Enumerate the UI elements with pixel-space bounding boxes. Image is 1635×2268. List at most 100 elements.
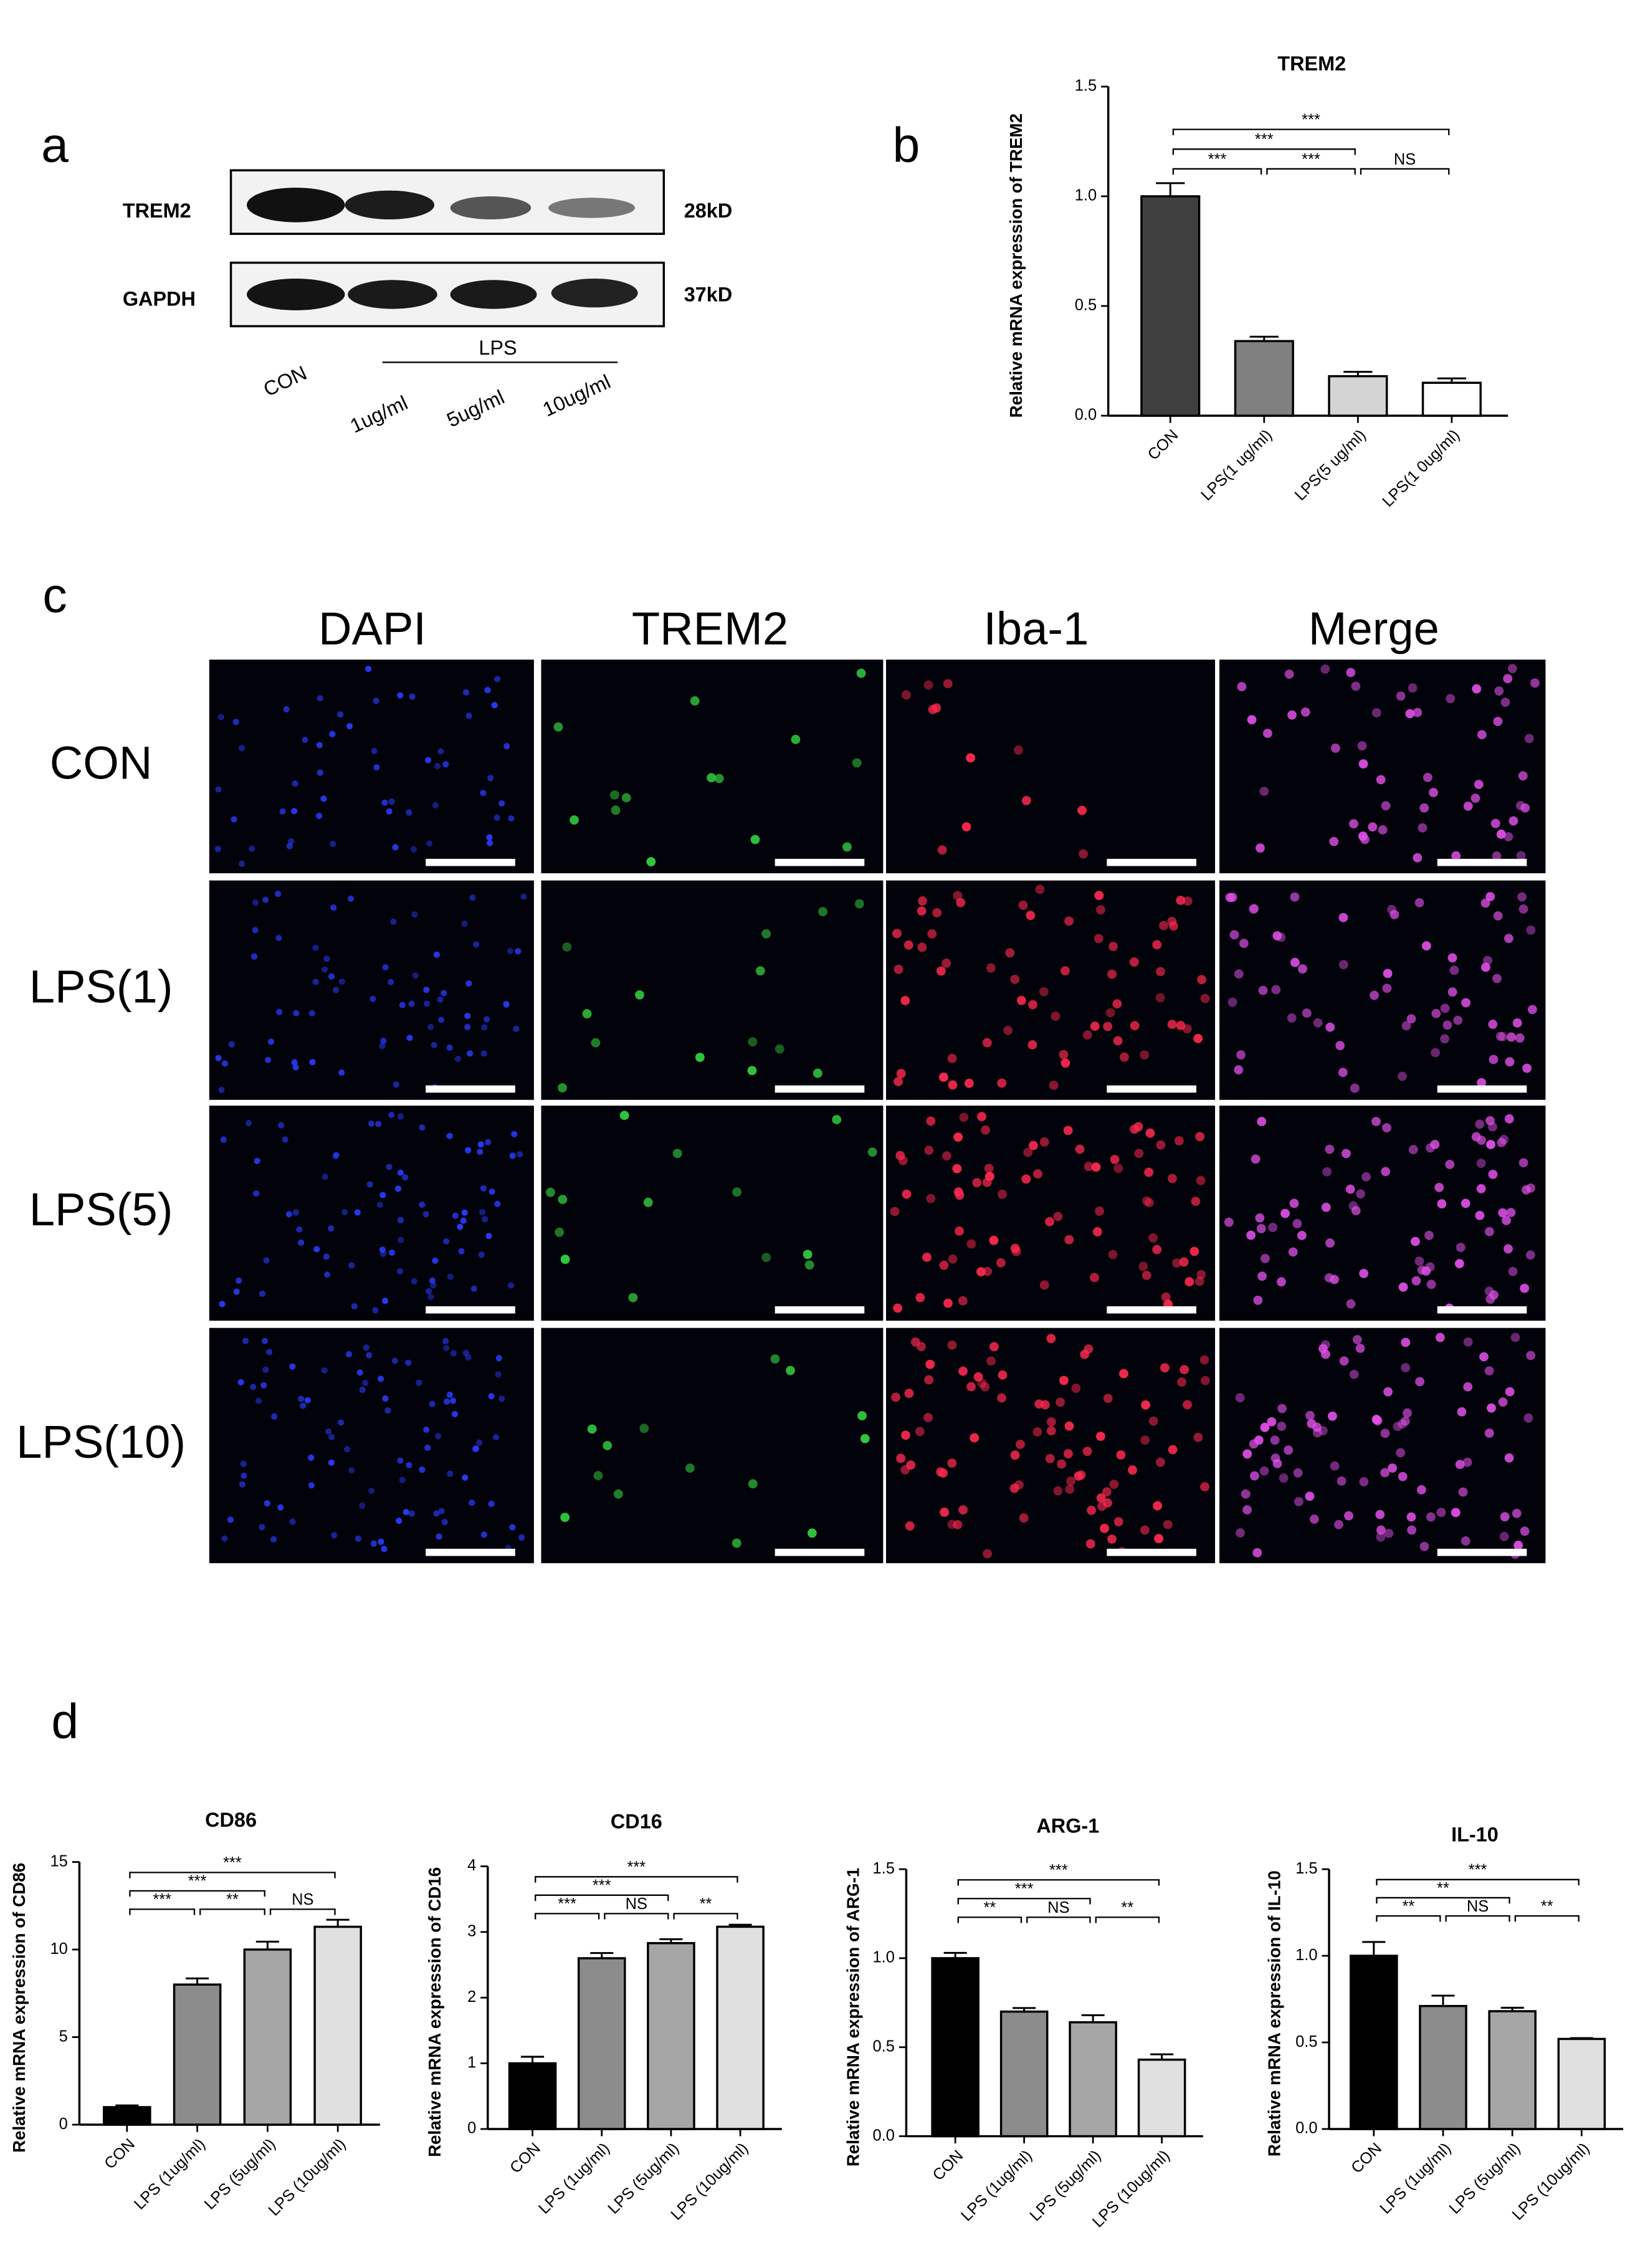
cell	[338, 978, 345, 985]
cell	[1168, 1174, 1177, 1184]
cell	[1475, 1119, 1485, 1129]
bar	[1488, 2010, 1537, 2130]
cell	[941, 959, 951, 968]
cell	[338, 1419, 345, 1426]
cell	[938, 1468, 948, 1478]
cell	[397, 1217, 404, 1223]
significance-bracket	[1172, 148, 1356, 155]
blot-band	[345, 190, 435, 220]
cell	[1434, 1182, 1444, 1192]
cell	[1493, 911, 1503, 921]
cell	[365, 666, 372, 672]
cell	[1431, 1008, 1441, 1018]
cell	[1021, 1174, 1031, 1184]
cell	[255, 1397, 262, 1404]
cell	[1267, 1417, 1277, 1427]
cell	[989, 1235, 999, 1245]
cell	[253, 1190, 260, 1197]
cell	[643, 1197, 653, 1207]
cell	[386, 1164, 393, 1170]
cell	[403, 1509, 409, 1516]
cell	[355, 1535, 362, 1542]
cell	[410, 846, 417, 853]
cell	[291, 1059, 298, 1066]
cell	[1477, 730, 1487, 740]
cell	[1096, 905, 1105, 915]
panel-label: b	[893, 117, 920, 172]
cell	[1110, 1155, 1120, 1164]
cell	[323, 955, 330, 962]
cell	[915, 1427, 925, 1437]
cell	[1249, 904, 1259, 914]
cell	[804, 1260, 814, 1270]
cell	[359, 1502, 366, 1509]
channel-label: Iba-1	[983, 603, 1089, 654]
cell	[271, 1413, 278, 1420]
cell	[984, 1172, 994, 1181]
cell	[1277, 1277, 1286, 1287]
channel-label: Merge	[1308, 603, 1439, 654]
cell	[1334, 1519, 1343, 1529]
cell	[860, 1433, 870, 1443]
cell	[1382, 983, 1392, 993]
cell	[1085, 1539, 1095, 1549]
cell	[321, 1367, 328, 1374]
cell	[493, 1433, 500, 1441]
bar	[931, 1957, 980, 2138]
cell	[1413, 853, 1423, 863]
cell	[1329, 836, 1339, 846]
cell	[976, 1267, 986, 1276]
cell	[316, 813, 323, 820]
cell	[958, 1505, 968, 1515]
cell	[240, 1460, 247, 1467]
cell	[955, 1226, 964, 1236]
cell	[1330, 1275, 1339, 1285]
y-axis-label: Relative mRNA expression of CD86	[9, 1863, 29, 2153]
significance-label: ***	[1049, 1862, 1068, 1879]
cell	[1445, 1159, 1455, 1169]
cell	[1256, 843, 1265, 853]
cell	[1309, 1514, 1319, 1524]
cell	[402, 1174, 409, 1181]
y-tick-label: 3	[467, 1923, 476, 1940]
cell	[1049, 1080, 1059, 1090]
cell	[412, 972, 419, 979]
scale-bar	[426, 1085, 515, 1093]
cell	[494, 676, 501, 682]
scale-bar	[1107, 1306, 1196, 1314]
cell	[348, 1467, 355, 1474]
cell	[1094, 934, 1104, 944]
channel-label: TREM2	[632, 603, 788, 654]
cell	[1032, 1427, 1042, 1437]
cell	[1486, 1139, 1495, 1149]
y-tick-label: 0.0	[1075, 406, 1097, 424]
cell	[460, 1217, 467, 1224]
cell	[436, 1533, 442, 1540]
bar	[1069, 2021, 1117, 2138]
significance-bracket	[535, 1913, 600, 1920]
cell	[1471, 1132, 1481, 1142]
cell	[1018, 900, 1028, 910]
cell	[1246, 1230, 1256, 1240]
cell	[503, 1001, 510, 1008]
cell	[1525, 1250, 1535, 1260]
cell	[1502, 1215, 1511, 1225]
chart-title: CD16	[611, 1811, 662, 1833]
cell	[388, 1111, 395, 1119]
cell	[942, 1151, 951, 1161]
cell	[239, 1481, 245, 1488]
cell	[1010, 1243, 1020, 1253]
cell	[918, 896, 927, 906]
bar	[243, 1948, 292, 2126]
cell	[279, 808, 286, 815]
x-tick-label: CON	[930, 2147, 967, 2184]
cell	[1239, 939, 1249, 949]
cell	[333, 1152, 340, 1159]
cell	[1056, 1397, 1065, 1407]
micrograph	[886, 659, 1216, 874]
cell	[1141, 1400, 1150, 1410]
significance-label: NS	[1394, 151, 1416, 168]
cell	[1090, 1022, 1100, 1031]
cell	[1227, 997, 1237, 1007]
